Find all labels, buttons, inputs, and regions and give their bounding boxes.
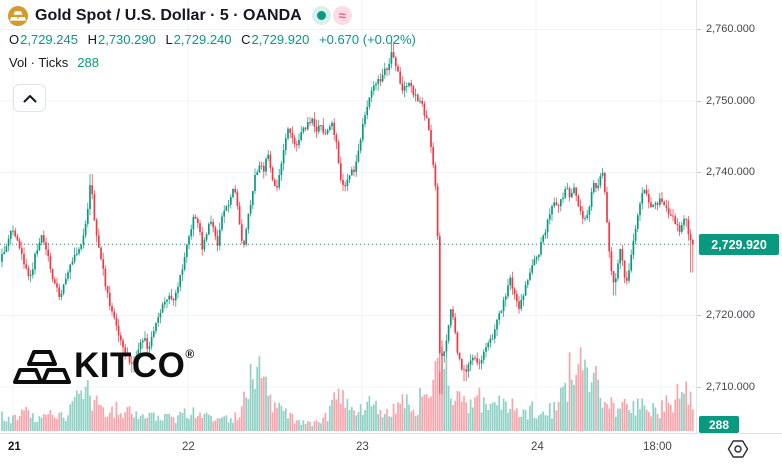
market-open-dot-icon bbox=[316, 11, 326, 20]
time-axis[interactable]: 21 22 23 24 18:00 bbox=[0, 433, 782, 465]
last-price-badge: 2,729.920 bbox=[699, 234, 779, 255]
open-label: O bbox=[9, 32, 20, 47]
volume-row: Vol · Ticks 288 bbox=[9, 55, 416, 70]
price-axis-label: 2,750.000 bbox=[697, 95, 755, 107]
time-axis-label: 21 bbox=[8, 441, 21, 453]
low-value: 2,729.240 bbox=[173, 32, 232, 47]
symbol-title[interactable]: Gold Spot / U.S. Dollar · 5 · OANDA bbox=[35, 6, 302, 24]
kitco-watermark: KITCO ® bbox=[13, 345, 194, 387]
time-axis-label: 24 bbox=[531, 441, 544, 453]
gold-bars-icon bbox=[13, 350, 71, 384]
close-label: C bbox=[241, 32, 251, 47]
price-axis-label: 2,760.000 bbox=[697, 23, 755, 35]
volume-badge: 288 bbox=[699, 416, 739, 433]
price-axis-label: 2,740.000 bbox=[697, 166, 755, 178]
chevron-up-icon bbox=[23, 94, 36, 102]
price-axis-label: 2,720.000 bbox=[697, 309, 755, 321]
high-label: H bbox=[87, 32, 97, 47]
volume-label: Vol · Ticks bbox=[9, 55, 69, 70]
chart-legend: Gold Spot / U.S. Dollar · 5 · OANDA ≈ O2… bbox=[8, 4, 416, 70]
instant-settings-icon[interactable] bbox=[727, 438, 749, 460]
candlestick-volume-chart[interactable] bbox=[0, 0, 696, 432]
low-label: L bbox=[165, 32, 173, 47]
high-value: 2,730.290 bbox=[97, 32, 156, 47]
time-axis-label: 22 bbox=[182, 441, 195, 453]
volume-value: 288 bbox=[77, 55, 99, 70]
price-axis-label: 2,710.000 bbox=[697, 381, 755, 393]
time-axis-label: 18:00 bbox=[643, 441, 672, 453]
close-value: 2,729.920 bbox=[251, 32, 310, 47]
market-open-indicator[interactable] bbox=[311, 6, 331, 25]
price-axis[interactable]: 2,760.000 2,750.000 2,740.000 2,720.000 … bbox=[696, 0, 782, 433]
ohlc-row: O2,729.245 H2,730.290 L2,729.240 C2,729.… bbox=[9, 32, 416, 49]
market-status-indicators[interactable]: ≈ bbox=[311, 6, 352, 25]
legend-title-row: Gold Spot / U.S. Dollar · 5 · OANDA ≈ bbox=[8, 4, 416, 27]
collapse-legend-button[interactable] bbox=[13, 84, 46, 112]
open-value: 2,729.245 bbox=[20, 32, 78, 47]
time-axis-label: 23 bbox=[356, 441, 369, 453]
change-value: +0.670 (+0.02%) bbox=[319, 32, 416, 47]
chart-pane[interactable]: KITCO ® Gold Spot / U.S. Dollar · 5 · OA… bbox=[0, 0, 696, 432]
delayed-data-icon[interactable]: ≈ bbox=[332, 6, 352, 25]
watermark-text: KITCO bbox=[74, 346, 186, 385]
gold-coin-icon bbox=[8, 5, 28, 26]
registered-mark: ® bbox=[185, 347, 195, 361]
